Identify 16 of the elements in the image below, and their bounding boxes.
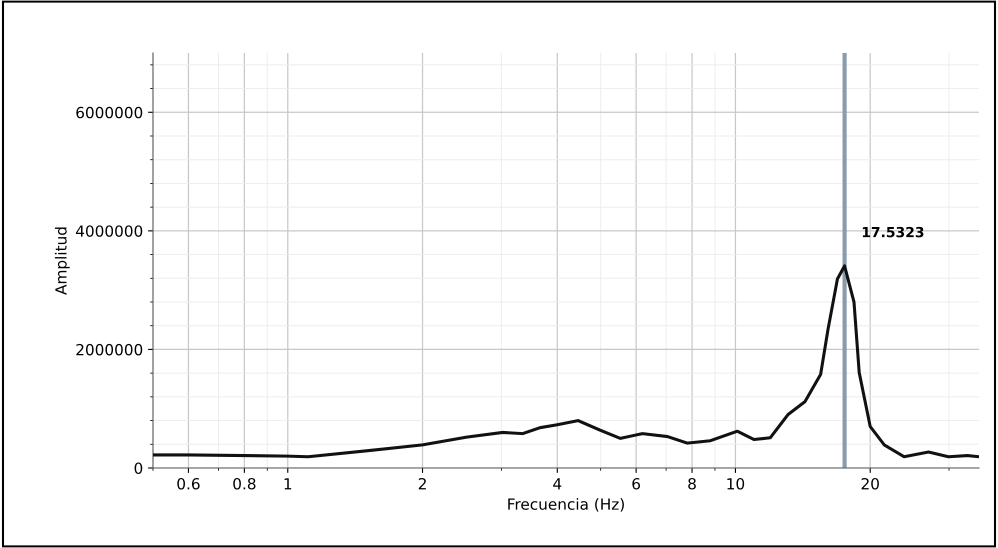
y-axis-title: Amplitud xyxy=(54,227,70,295)
x-axis-title: Frecuencia (Hz) xyxy=(508,498,624,512)
x-tick-label: 6 xyxy=(632,478,640,490)
x-tick-label: 1 xyxy=(284,478,292,490)
x-tick-label: 20 xyxy=(862,478,879,490)
ref-line-label: 17.5323 xyxy=(862,226,924,238)
x-tick-label: 8 xyxy=(688,478,696,490)
x-tick-label: 0.6 xyxy=(177,478,200,490)
x-tick-label: 4 xyxy=(553,478,562,490)
y-tick-label: 0 xyxy=(134,462,142,474)
y-tick-label: 2000000 xyxy=(76,344,142,356)
x-tick-label: 0.8 xyxy=(233,478,256,490)
y-tick-label: 4000000 xyxy=(76,225,142,237)
x-tick-label: 10 xyxy=(727,478,744,490)
y-tick-label: 6000000 xyxy=(76,106,142,118)
x-tick-label: 2 xyxy=(418,478,426,490)
